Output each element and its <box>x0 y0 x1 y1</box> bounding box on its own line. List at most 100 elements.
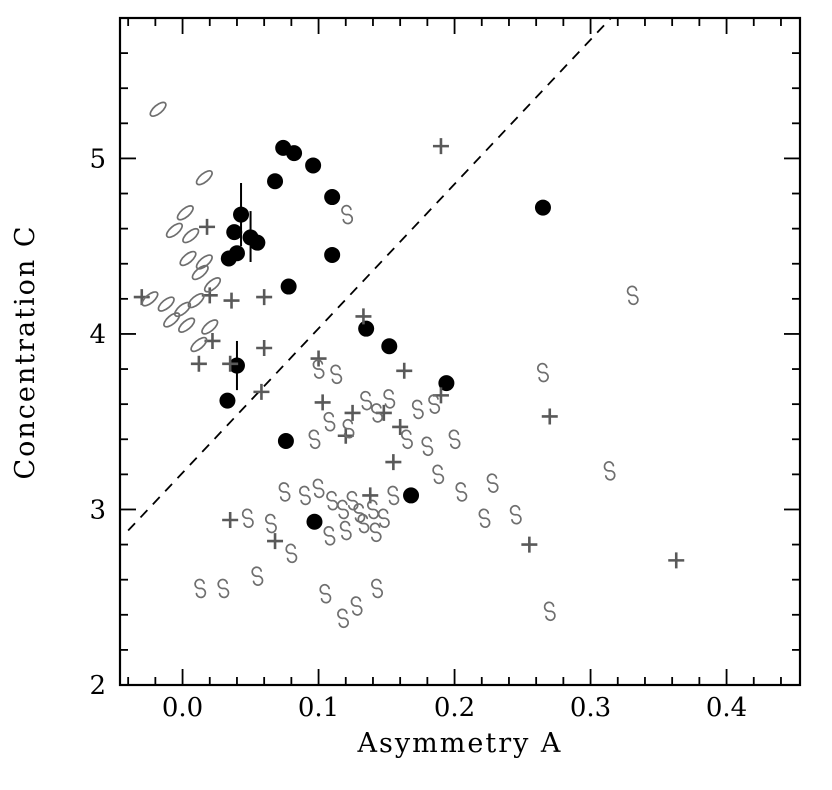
y-tick-label: 5 <box>89 144 106 174</box>
spiral-glyph <box>455 482 468 502</box>
filled-circle-marker <box>249 234 266 251</box>
spiral-glyph <box>371 403 383 423</box>
plus-marker <box>521 536 538 553</box>
spiral-glyph <box>357 513 370 534</box>
ellipse-glyph <box>141 291 159 307</box>
spiral-marker <box>367 499 379 520</box>
ellipse-marker <box>195 169 213 186</box>
ellipse-glyph <box>173 301 192 318</box>
ellipse-marker <box>157 296 175 312</box>
ellipse-marker <box>203 277 222 293</box>
x-tick-label: 0.2 <box>434 693 475 723</box>
ellipse-marker <box>163 312 181 328</box>
spiral-marker <box>509 504 522 525</box>
plus-marker <box>392 418 409 435</box>
filled-circle-marker <box>306 513 323 530</box>
ellipse-marker <box>182 227 200 244</box>
spiral-marker <box>603 461 616 481</box>
spiral-marker <box>339 520 352 541</box>
spiral-glyph <box>448 429 461 450</box>
spiral-marker <box>285 543 298 564</box>
spiral-marker <box>350 596 363 616</box>
x-tick-label: 0.4 <box>706 693 747 723</box>
spiral-marker <box>217 578 230 599</box>
plus-marker <box>267 533 284 550</box>
spiral-glyph <box>337 608 349 629</box>
spiral-marker <box>377 508 390 528</box>
spiral-marker <box>478 508 491 528</box>
spiral-marker <box>326 490 339 511</box>
plus-marker <box>344 404 361 421</box>
spiral-glyph <box>486 473 499 493</box>
spiral-glyph <box>308 429 321 450</box>
spiral-marker <box>323 526 336 546</box>
spiral-marker <box>369 522 382 543</box>
spiral-marker <box>337 499 349 520</box>
filled-circle-marker <box>226 224 243 241</box>
ellipse-glyph <box>201 319 219 335</box>
spiral-glyph <box>312 359 325 379</box>
filled-circle-marker <box>381 338 398 355</box>
ellipse-marker <box>173 301 192 318</box>
ellipse-marker <box>179 250 197 267</box>
plus-marker <box>396 362 413 379</box>
y-tick-label: 4 <box>89 320 106 350</box>
spiral-marker <box>194 578 207 599</box>
spiral-marker <box>323 411 336 432</box>
spiral-marker <box>241 508 254 528</box>
ellipse-glyph <box>163 312 181 328</box>
filled-circle-marker <box>305 157 322 174</box>
ellipse-glyph <box>182 227 200 244</box>
spiral-glyph <box>285 543 298 564</box>
spiral-marker <box>626 285 639 306</box>
spiral-glyph <box>401 429 413 450</box>
spiral-marker <box>421 436 434 457</box>
x-axis-label: Asymmetry A <box>357 728 563 759</box>
plus-marker <box>314 394 331 411</box>
spiral-marker <box>357 513 370 534</box>
ellipse-marker <box>190 336 208 353</box>
filled-circle-marker <box>358 320 375 337</box>
filled-circle-marker <box>324 246 341 263</box>
spiral-marker <box>337 608 349 629</box>
axes-layer: 0.0 0.1 0.2 0.3 0.4 2 3 4 5 <box>89 16 802 723</box>
spiral-glyph <box>626 285 639 306</box>
spiral-glyph <box>478 508 491 528</box>
spiral-glyph <box>509 504 522 525</box>
spiral-marker <box>537 362 549 383</box>
spiral-glyph <box>251 566 264 586</box>
spiral-glyph <box>299 485 311 506</box>
spiral-marker <box>278 482 291 502</box>
spiral-marker <box>432 464 445 485</box>
spiral-marker <box>401 429 413 450</box>
spiral-marker <box>455 482 468 502</box>
spiral-marker <box>383 389 396 409</box>
spiral-marker <box>428 394 441 414</box>
ellipse-glyph <box>195 169 213 186</box>
plus-marker <box>190 355 207 372</box>
spiral-glyph <box>342 418 355 439</box>
spiral-glyph <box>367 499 379 520</box>
plus-marker <box>222 512 239 529</box>
spiral-glyph <box>543 601 556 622</box>
spiral-marker <box>341 204 354 225</box>
spiral-glyph <box>278 482 291 502</box>
spiral-glyph <box>319 583 332 604</box>
spiral-marker <box>353 503 366 523</box>
ellipse-marker <box>201 319 219 335</box>
plot-frame <box>118 16 802 687</box>
spiral-glyph <box>341 204 354 225</box>
spiral-glyph <box>421 436 434 457</box>
plus-marker <box>668 552 685 569</box>
divider-dashed-line <box>127 17 612 532</box>
y-tick-label: 3 <box>89 495 106 525</box>
spiral-marker <box>543 601 556 622</box>
plus-marker <box>310 350 327 367</box>
spiral-glyph <box>371 578 383 599</box>
spiral-marker <box>308 429 321 450</box>
x-tick-label: 0.0 <box>162 693 203 723</box>
spiral-marker <box>371 403 383 423</box>
spiral-glyph <box>432 464 445 485</box>
spiral-glyph <box>217 578 230 599</box>
